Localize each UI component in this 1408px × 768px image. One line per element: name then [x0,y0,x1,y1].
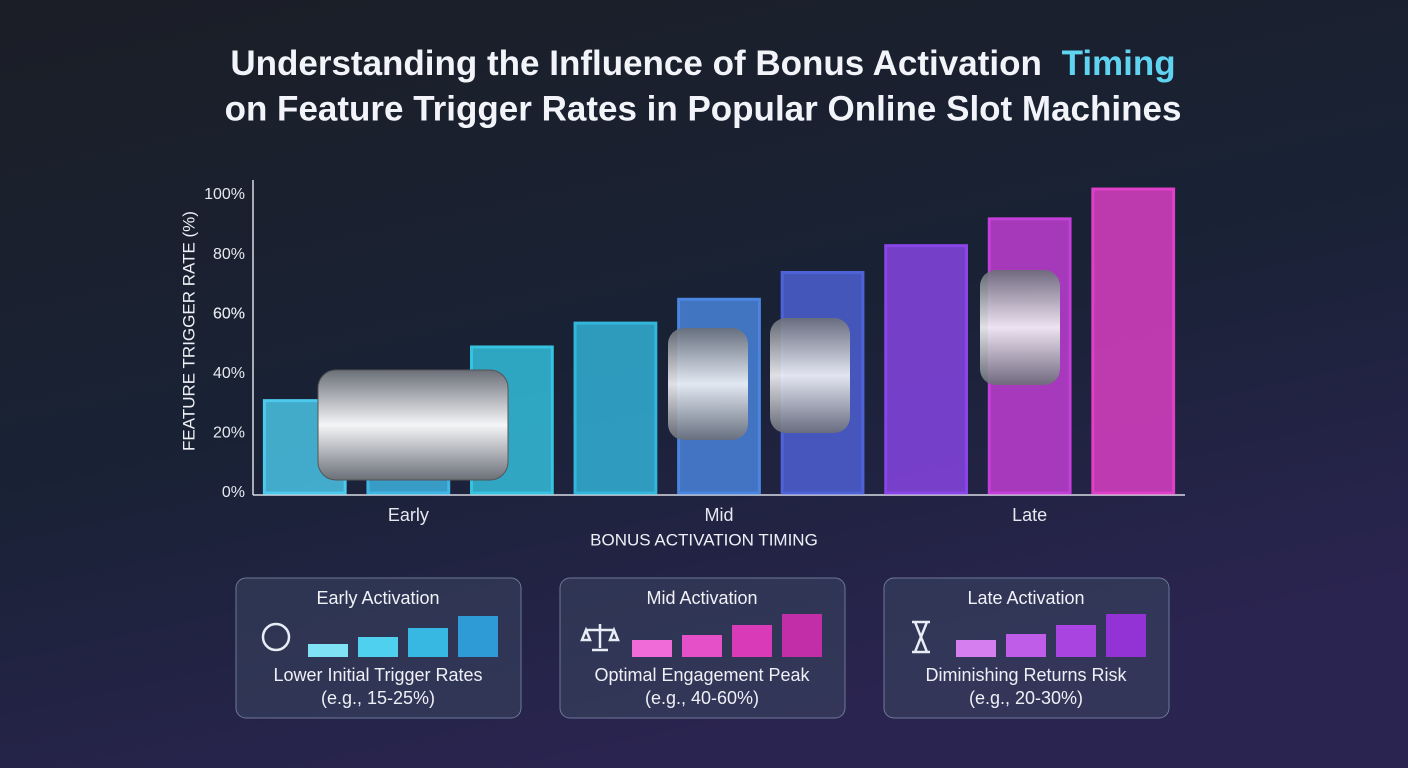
card-title: Early Activation [316,588,439,608]
y-tick-label: 0% [222,484,245,501]
stopwatch-icon [261,622,291,652]
card-example: (e.g., 15-25%) [321,688,435,708]
y-tick-label: 80% [213,246,245,263]
reel [317,369,509,481]
mini-bar [682,635,722,657]
mini-bar [732,625,772,657]
scale-icon [580,624,620,652]
x-tick-label: Late [1012,505,1047,525]
card-example: (e.g., 20-30%) [969,688,1083,708]
card-description: Optimal Engagement Peak [594,665,810,685]
mini-bar [1006,634,1046,657]
mini-bar [358,637,398,657]
card: Early Activation Lower Initial Trigger R… [235,577,522,719]
bar [573,321,658,495]
slot-reels [317,270,1060,481]
y-tick-label: 40% [213,365,245,382]
bar [884,244,968,495]
title: Understanding the Influence of Bonus Act… [225,44,1182,128]
title-part: Understanding the Influence of Bonus Act… [230,44,1042,83]
card-description: Diminishing Returns Risk [925,665,1127,685]
y-tick-label: 60% [213,305,245,322]
mini-bar [308,644,348,657]
mini-bar [1056,625,1096,657]
bar [1091,187,1176,495]
mini-bar [956,640,996,657]
y-tick-label: 100% [204,186,245,203]
card: Mid Activation Optimal Engagement Peak (… [559,577,846,719]
y-tick-label: 20% [213,425,245,442]
reel [980,270,1060,385]
card-example: (e.g., 40-60%) [645,688,759,708]
title-highlight: Timing [1062,44,1176,83]
y-axis-title: FEATURE TRIGGER RATE (%) [179,211,198,451]
reel [770,318,850,433]
mini-bar [1106,614,1146,657]
mini-bar [458,616,498,657]
mini-bar [632,640,672,657]
y-tick-label: 60% [213,305,245,322]
title-line: on Feature Trigger Rates in Popular Onli… [225,89,1182,128]
card: Late Activation Diminishing Returns Risk… [883,577,1170,719]
hourglass-icon [912,620,930,654]
reel [668,328,748,440]
card-description: Lower Initial Trigger Rates [273,665,482,685]
legend-cards: Early Activation Lower Initial Trigger R… [235,577,1170,719]
card-title: Mid Activation [646,588,757,608]
x-tick-label: Mid [704,505,733,525]
mini-bar [408,628,448,657]
x-tick-label: Early [388,505,429,525]
card-title: Late Activation [967,588,1084,608]
title-line: Understanding the Influence of Bonus Act… [230,44,1175,83]
mini-bar [782,614,822,657]
x-axis-title: BONUS ACTIVATION TIMING [590,530,818,549]
